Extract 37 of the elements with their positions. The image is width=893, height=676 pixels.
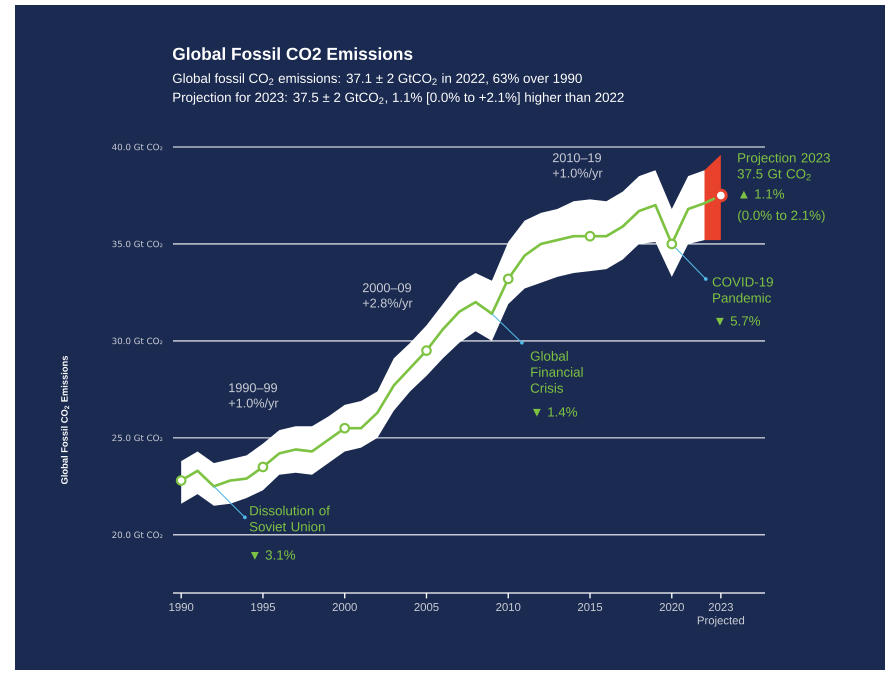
x-tick-label: 2020 (660, 603, 684, 612)
x-tick-label: 1990 (169, 603, 194, 612)
annotation: ▼ 3.1% (250, 550, 296, 560)
y-tick-label: 35.0 Gt CO₂ (112, 240, 162, 248)
x-tick-label: 1995 (251, 603, 276, 612)
annotation: ▼ 1.4% (532, 407, 578, 417)
annotation: Dissolution of Soviet Union (250, 506, 330, 532)
point (176, 475, 187, 486)
point (666, 238, 678, 250)
annotation: (0.0% to 2.1%) (738, 210, 825, 223)
chart-title: Global Fossil CO2 Emissions (172, 47, 412, 60)
annotation: 1990–99 +1.0%/yr (228, 383, 278, 410)
annotation: COVID-19 Pandemic (712, 277, 773, 303)
x-tick-label: 2010 (496, 603, 520, 612)
annotation: ▲ 1.1% (740, 189, 784, 199)
text: Projection for 2023: 37.5 ± 2 GtCO$_{2}$, 1.1% [0.0% to +2.1%] higher than 2022 (173, 92, 624, 105)
annotation: Global Financial Crisis (530, 351, 583, 393)
x-tick-label: 2015 (578, 603, 602, 612)
point (258, 462, 268, 472)
point (502, 274, 514, 284)
point (714, 188, 728, 202)
y-tick-label: 25.0 Gt CO₂ (112, 434, 162, 442)
chart-subtitle: Global fossil CO$_{2}$ emissions: 37.1 ± 2 GtCO$_{2}$ in 2022, 63% over 1990 (172, 73, 582, 85)
y-tick-label: 40.0 Gt CO₂ (112, 144, 162, 150)
point (339, 422, 350, 434)
annotation: 2000–09 +2.8%/yr (362, 283, 412, 310)
annotation: ▼ 5.7% (716, 316, 760, 326)
y-tick-label: 30.0 Gt CO₂ (112, 338, 162, 344)
point (421, 345, 432, 356)
y-axis-title: Global Fossil CO$_{2}$ Emissions (60, 356, 70, 484)
y-tick-label: 20.0 Gt CO₂ (112, 532, 162, 538)
x-tick-label: 2005 (414, 603, 439, 612)
x-tick-label: 2000 (332, 603, 357, 612)
point (584, 230, 596, 242)
annotation: Projection 2023 37.5 Gt CO$_{2}$ (738, 152, 830, 180)
x-tick-label: 2023 Projected (698, 603, 744, 627)
annotation: 2010–19 +1.0%/yr (552, 153, 602, 180)
